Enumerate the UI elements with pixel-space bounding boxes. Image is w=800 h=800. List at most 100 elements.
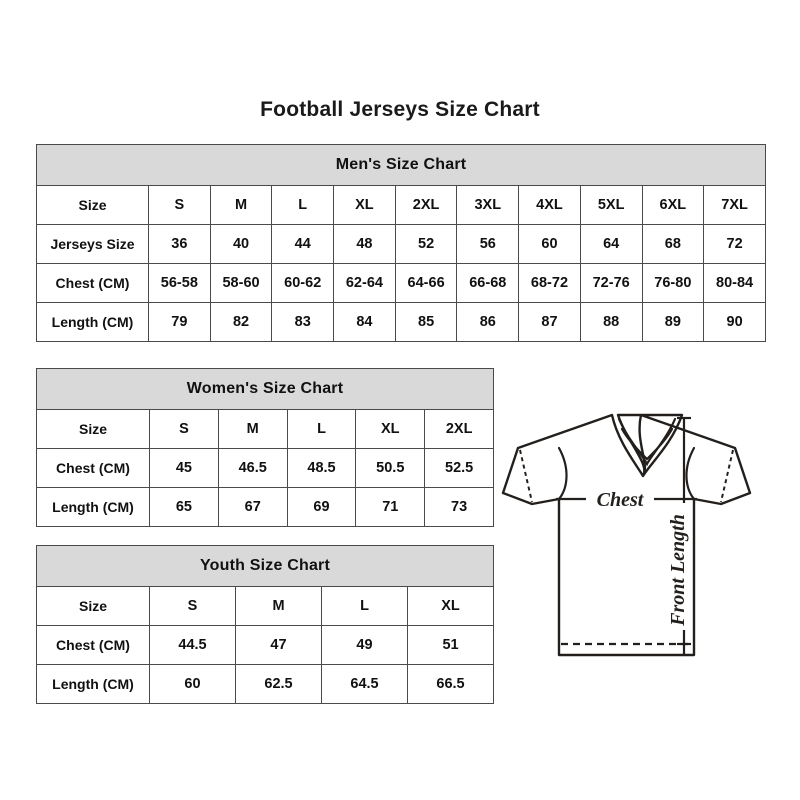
table-row: Length (CM) 60 62.5 64.5 66.5 xyxy=(36,664,495,704)
table-row: Size S M L XL xyxy=(36,586,495,626)
table-cell: 6XL xyxy=(641,185,705,225)
table-cell: M xyxy=(217,409,288,449)
youth-size-chart-table: Youth Size Chart Size S M L XL Chest (CM… xyxy=(35,545,495,704)
table-cell: L xyxy=(271,185,335,225)
table-cell: 68-72 xyxy=(518,263,581,303)
table-cell: 87 xyxy=(518,302,581,342)
table-cell: 85 xyxy=(394,302,458,342)
table-cell: 71 xyxy=(355,487,426,527)
table-row: Chest (CM) 45 46.5 48.5 50.5 52.5 xyxy=(36,448,495,488)
table-cell: 36 xyxy=(148,224,211,264)
row-label: Chest (CM) xyxy=(36,448,150,488)
table-cell: 48.5 xyxy=(286,448,357,488)
row-label: Size xyxy=(36,185,149,225)
table-cell: 47 xyxy=(235,625,322,665)
table-cell: 56 xyxy=(456,224,520,264)
table-cell: L xyxy=(286,409,357,449)
table-cell: 58-60 xyxy=(209,263,273,303)
table-cell: XL xyxy=(406,586,495,626)
table-cell: 7XL xyxy=(703,185,766,225)
table-cell: 73 xyxy=(424,487,495,527)
table-cell: 48 xyxy=(333,224,396,264)
table-cell: 66.5 xyxy=(406,664,495,704)
table-cell: 50.5 xyxy=(355,448,426,488)
chest-measure-label: Chest xyxy=(597,489,645,511)
table-cell: 86 xyxy=(456,302,520,342)
table-row: Chest (CM) 56-58 58-60 60-62 62-64 64-66… xyxy=(36,263,766,303)
table-cell: 83 xyxy=(271,302,335,342)
table-cell: 2XL xyxy=(424,409,495,449)
table-cell: 82 xyxy=(209,302,273,342)
table-cell: 46.5 xyxy=(217,448,288,488)
right-armhole-seam xyxy=(685,446,696,501)
table-row: Size S M L XL 2XL xyxy=(36,409,495,449)
table-cell: 88 xyxy=(579,302,643,342)
table-cell: 62-64 xyxy=(333,263,396,303)
right-sleeve-cuff-dash xyxy=(720,449,734,503)
table-cell: M xyxy=(209,185,273,225)
table-cell: 52 xyxy=(394,224,458,264)
table-cell: XL xyxy=(333,185,396,225)
table-cell: 64-66 xyxy=(394,263,458,303)
table-cell: 56-58 xyxy=(148,263,211,303)
table-cell: 84 xyxy=(333,302,396,342)
table-cell: 60 xyxy=(518,224,581,264)
table-cell: 51 xyxy=(406,625,495,665)
table-cell: 90 xyxy=(703,302,766,342)
table-caption-row: Women's Size Chart xyxy=(35,368,495,410)
table-cell: 72 xyxy=(703,224,766,264)
table-cell: 89 xyxy=(641,302,705,342)
row-label: Chest (CM) xyxy=(36,263,149,303)
youth-table-caption: Youth Size Chart xyxy=(35,545,495,587)
table-row: Jerseys Size 36 40 44 48 52 56 60 64 68 … xyxy=(36,224,766,264)
neckline-inner-line-2 xyxy=(620,427,674,461)
table-cell: 80-84 xyxy=(703,263,766,303)
table-cell: 3XL xyxy=(456,185,520,225)
table-cell: 79 xyxy=(148,302,211,342)
table-cell: 60 xyxy=(149,664,236,704)
jersey-measurement-diagram: Chest Front Length xyxy=(498,398,788,690)
table-cell: 4XL xyxy=(518,185,581,225)
table-caption-row: Men's Size Chart xyxy=(36,144,766,186)
table-cell: 44.5 xyxy=(149,625,236,665)
table-cell: S xyxy=(148,185,211,225)
row-label: Length (CM) xyxy=(36,664,150,704)
table-cell: 44 xyxy=(271,224,335,264)
table-caption-row: Youth Size Chart xyxy=(35,545,495,587)
row-label: Length (CM) xyxy=(36,487,150,527)
table-cell: S xyxy=(149,586,236,626)
table-cell: 64 xyxy=(579,224,643,264)
row-label: Length (CM) xyxy=(36,302,149,342)
left-sleeve-cuff-dash xyxy=(519,449,533,503)
left-armhole-seam xyxy=(557,446,568,501)
table-cell: 69 xyxy=(286,487,357,527)
womens-size-chart-table: Women's Size Chart Size S M L XL 2XL Che… xyxy=(35,368,495,527)
table-cell: S xyxy=(149,409,219,449)
row-label: Size xyxy=(36,586,150,626)
table-cell: 62.5 xyxy=(235,664,322,704)
shirt-outline-path xyxy=(501,413,752,657)
table-cell: L xyxy=(321,586,408,626)
table-cell: 64.5 xyxy=(321,664,408,704)
table-cell: 45 xyxy=(149,448,219,488)
table-cell: 76-80 xyxy=(641,263,705,303)
table-cell: 5XL xyxy=(579,185,643,225)
neckline-inner-line-1 xyxy=(617,417,677,467)
mens-table-caption: Men's Size Chart xyxy=(36,144,766,186)
front-length-measure-label: Front Length xyxy=(667,514,689,627)
table-row: Chest (CM) 44.5 47 49 51 xyxy=(36,625,495,665)
table-cell: 2XL xyxy=(394,185,458,225)
womens-table-caption: Women's Size Chart xyxy=(35,368,495,410)
table-cell: 60-62 xyxy=(271,263,335,303)
table-cell: 52.5 xyxy=(424,448,495,488)
table-cell: 65 xyxy=(149,487,219,527)
table-cell: M xyxy=(235,586,322,626)
table-row: Length (CM) 79 82 83 84 85 86 87 88 89 9… xyxy=(36,302,766,342)
table-row: Length (CM) 65 67 69 71 73 xyxy=(36,487,495,527)
table-cell: 66-68 xyxy=(456,263,520,303)
row-label: Chest (CM) xyxy=(36,625,150,665)
table-cell: XL xyxy=(355,409,426,449)
table-cell: 67 xyxy=(217,487,288,527)
table-cell: 49 xyxy=(321,625,408,665)
row-label: Size xyxy=(36,409,150,449)
